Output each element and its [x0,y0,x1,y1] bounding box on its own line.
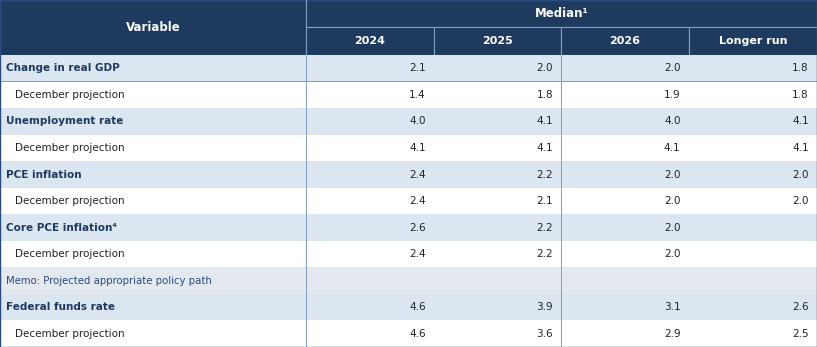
Bar [561,27,689,55]
Text: 4.6: 4.6 [409,302,426,312]
Text: Memo: Projected appropriate policy path: Memo: Projected appropriate policy path [6,276,212,286]
Text: 2.0: 2.0 [664,222,681,232]
Bar [0,268,817,294]
Text: December projection: December projection [15,249,124,259]
Text: 2.0: 2.0 [664,249,681,259]
Bar [306,0,817,27]
Text: 2.5: 2.5 [792,329,809,339]
Text: 1.8: 1.8 [537,90,553,100]
Text: 3.9: 3.9 [537,302,553,312]
Text: December projection: December projection [15,329,124,339]
Text: 1.8: 1.8 [792,64,809,73]
Text: Variable: Variable [126,21,181,34]
Text: 2.6: 2.6 [792,302,809,312]
Text: 4.1: 4.1 [664,143,681,153]
Text: Federal funds rate: Federal funds rate [6,302,114,312]
Bar [689,27,817,55]
Text: 2.0: 2.0 [664,196,681,206]
Bar [306,0,307,347]
Text: Median¹: Median¹ [535,7,588,20]
Bar [0,55,817,82]
Bar [0,321,817,347]
Bar [0,241,817,268]
Text: 2.0: 2.0 [792,169,809,179]
Text: Core PCE inflation⁴: Core PCE inflation⁴ [6,222,117,232]
Text: 2.0: 2.0 [664,64,681,73]
Text: 2.0: 2.0 [664,169,681,179]
Text: 4.6: 4.6 [409,329,426,339]
Text: 2024: 2024 [355,36,386,46]
Text: 2.6: 2.6 [409,222,426,232]
Bar [434,27,561,55]
Text: 4.1: 4.1 [792,117,809,126]
Bar [0,161,817,188]
Bar [0,188,817,214]
Text: 2026: 2026 [609,36,641,46]
Text: 1.4: 1.4 [409,90,426,100]
Text: Change in real GDP: Change in real GDP [6,64,119,73]
Text: 4.0: 4.0 [409,117,426,126]
Text: 3.1: 3.1 [664,302,681,312]
Text: Unemployment rate: Unemployment rate [6,117,123,126]
Text: 4.1: 4.1 [537,143,553,153]
Text: 4.1: 4.1 [409,143,426,153]
Text: December projection: December projection [15,196,124,206]
Text: December projection: December projection [15,90,124,100]
Text: 2.0: 2.0 [537,64,553,73]
Bar [0,294,817,321]
Text: 2.1: 2.1 [537,196,553,206]
Bar [0,108,817,135]
Text: December projection: December projection [15,143,124,153]
Text: 2.1: 2.1 [409,64,426,73]
Text: 2025: 2025 [482,36,513,46]
Bar [0,214,817,241]
Text: 2.2: 2.2 [537,222,553,232]
Text: 1.9: 1.9 [664,90,681,100]
Text: 2.2: 2.2 [537,169,553,179]
Text: 2.2: 2.2 [537,249,553,259]
Text: 4.1: 4.1 [537,117,553,126]
Text: 2.4: 2.4 [409,196,426,206]
Text: 2.4: 2.4 [409,169,426,179]
Text: PCE inflation: PCE inflation [6,169,82,179]
Bar [0,0,306,55]
Text: 1.8: 1.8 [792,90,809,100]
Text: 4.0: 4.0 [664,117,681,126]
Text: 2.0: 2.0 [792,196,809,206]
Text: 3.6: 3.6 [537,329,553,339]
Text: Longer run: Longer run [719,36,787,46]
Text: 4.1: 4.1 [792,143,809,153]
Bar [0,82,817,108]
Text: 2.9: 2.9 [664,329,681,339]
Bar [0,135,817,161]
Bar [306,27,434,55]
Text: 2.4: 2.4 [409,249,426,259]
